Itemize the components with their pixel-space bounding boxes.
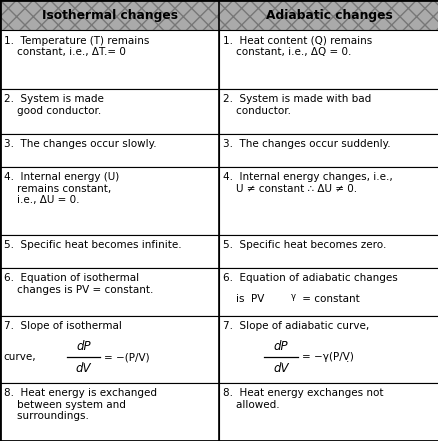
Bar	[0, 167, 219, 235]
Bar	[0, 30, 219, 89]
Text: 7.  Slope of adiabatic curve,: 7. Slope of adiabatic curve,	[223, 321, 368, 331]
Text: Adiabatic changes: Adiabatic changes	[265, 9, 392, 22]
Text: Isothermal changes: Isothermal changes	[42, 9, 177, 22]
Text: = −γ(P/V): = −γ(P/V)	[301, 352, 353, 362]
Text: dP: dP	[273, 340, 288, 353]
Text: = −(P/V): = −(P/V)	[104, 352, 150, 362]
Bar	[219, 134, 438, 167]
Bar	[0, 315, 219, 383]
Text: 8.  Heat energy exchanges not
    allowed.: 8. Heat energy exchanges not allowed.	[223, 388, 383, 410]
Text: dV: dV	[272, 362, 288, 375]
Text: 4.  Internal energy (U)
    remains constant,
    i.e., ΔU = 0.: 4. Internal energy (U) remains constant,…	[4, 172, 119, 206]
Text: dP: dP	[76, 340, 91, 353]
Text: 3.  The changes occur suddenly.: 3. The changes occur suddenly.	[223, 139, 390, 149]
Text: 8.  Heat energy is exchanged
    between system and
    surroundings.: 8. Heat energy is exchanged between syst…	[4, 388, 156, 421]
Text: 4.  Internal energy changes, i.e.,
    U ≠ constant ∴ ΔU ≠ 0.: 4. Internal energy changes, i.e., U ≠ co…	[223, 172, 392, 194]
Text: dV: dV	[75, 362, 91, 375]
Bar	[219, 167, 438, 235]
Bar	[0, 0, 219, 30]
Text: is  PV: is PV	[223, 294, 264, 304]
Text: 1.  Heat content (Q) remains
    constant, i.e., ΔQ = 0.: 1. Heat content (Q) remains constant, i.…	[223, 36, 371, 57]
Bar	[219, 268, 438, 315]
Text: 7.  Slope of isothermal: 7. Slope of isothermal	[4, 321, 121, 331]
Bar	[219, 235, 438, 268]
Bar	[0, 268, 219, 315]
Text: .: .	[345, 355, 349, 364]
Bar	[219, 89, 438, 134]
Text: γ: γ	[290, 292, 295, 301]
Bar	[219, 315, 438, 383]
Text: 6.  Equation of isothermal
    changes is PV = constant.: 6. Equation of isothermal changes is PV …	[4, 273, 152, 295]
Bar	[0, 383, 219, 441]
Text: 2.  System is made with bad
    conductor.: 2. System is made with bad conductor.	[223, 94, 371, 116]
Text: = constant: = constant	[298, 294, 359, 304]
Bar	[219, 383, 438, 441]
Bar	[0, 89, 219, 134]
Text: 3.  The changes occur slowly.: 3. The changes occur slowly.	[4, 139, 156, 149]
Bar	[0, 0, 219, 30]
Bar	[0, 235, 219, 268]
Text: 6.  Equation of adiabatic changes: 6. Equation of adiabatic changes	[223, 273, 397, 283]
Text: 1.  Temperature (T) remains
    constant, i.e., ΔT.= 0: 1. Temperature (T) remains constant, i.e…	[4, 36, 148, 57]
Bar	[0, 134, 219, 167]
Bar	[219, 0, 438, 30]
Text: 5.  Specific heat becomes infinite.: 5. Specific heat becomes infinite.	[4, 240, 181, 250]
Text: curve,: curve,	[4, 352, 36, 362]
Bar	[219, 30, 438, 89]
Text: 5.  Specific heat becomes zero.: 5. Specific heat becomes zero.	[223, 240, 385, 250]
Text: 2.  System is made
    good conductor.: 2. System is made good conductor.	[4, 94, 103, 116]
Bar	[219, 0, 438, 30]
